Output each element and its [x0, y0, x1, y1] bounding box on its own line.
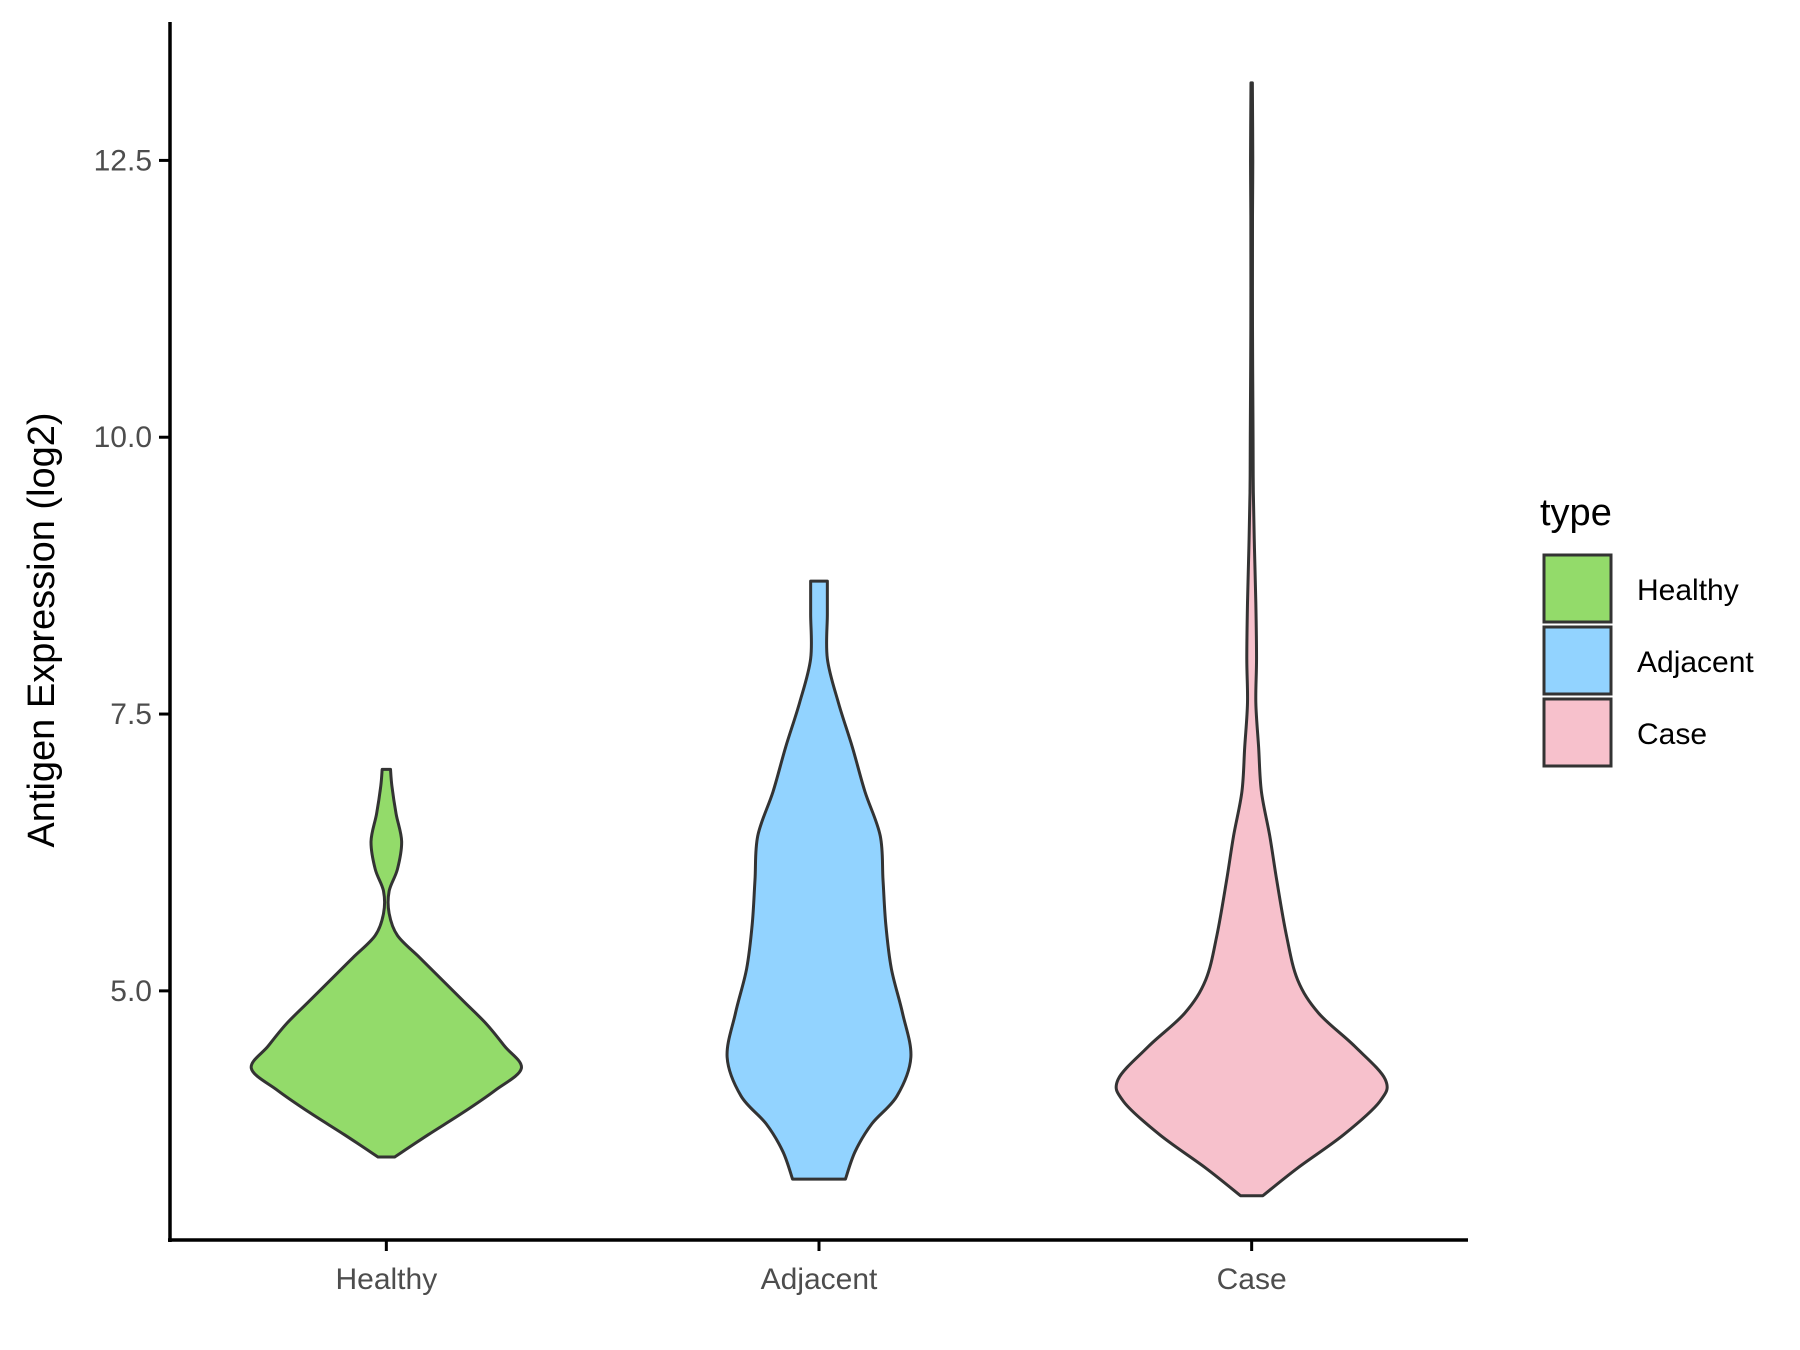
violin-case — [1114, 81, 1389, 1198]
x-axis-ticks: Healthy Adjacent Case — [335, 1240, 1287, 1296]
legend: type Healthy Adjacent Case — [1540, 492, 1754, 768]
violin-adjacent — [725, 579, 913, 1181]
x-tick-label: Healthy — [335, 1263, 437, 1296]
y-tick-label: 10.0 — [94, 421, 152, 454]
legend-swatch-case — [1542, 697, 1613, 768]
legend-swatch-healthy — [1542, 553, 1613, 624]
violin-healthy — [249, 767, 523, 1159]
legend-swatch-adjacent — [1542, 625, 1613, 696]
y-tick-label: 5.0 — [110, 975, 152, 1008]
y-axis-title: Antigen Expression (log2) — [21, 412, 63, 847]
y-tick-label: 12.5 — [94, 144, 152, 177]
x-tick-label: Adjacent — [761, 1263, 878, 1296]
y-axis-ticks: 5.0 7.5 10.0 12.5 — [94, 144, 170, 1008]
x-tick-label: Case — [1217, 1263, 1287, 1296]
legend-label-healthy: Healthy — [1637, 574, 1739, 607]
violin-group — [249, 81, 1389, 1198]
y-tick-label: 7.5 — [110, 698, 152, 731]
legend-label-case: Case — [1637, 718, 1707, 751]
legend-label-adjacent: Adjacent — [1637, 646, 1754, 679]
legend-title: type — [1540, 492, 1612, 534]
